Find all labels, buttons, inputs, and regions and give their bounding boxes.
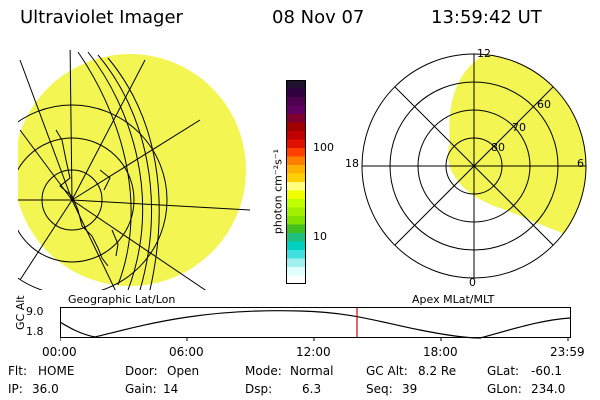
ip-value: 36.0 bbox=[32, 382, 59, 396]
mlt-label-18: 18 bbox=[345, 157, 359, 170]
glon-label: GLon: bbox=[487, 382, 522, 396]
colorbar-cell bbox=[286, 267, 306, 277]
altitude-ytick-9: 9.0 bbox=[26, 305, 44, 318]
flt-value: HOME bbox=[38, 364, 75, 378]
mlt-label-0: 0 bbox=[469, 276, 476, 289]
geographic-image-panel bbox=[18, 50, 251, 290]
colorbar-cell bbox=[286, 190, 306, 200]
colorbar-cell bbox=[286, 97, 306, 107]
right-image-region bbox=[448, 54, 586, 245]
colorbar-cell bbox=[286, 199, 306, 209]
colorbar-cell bbox=[286, 148, 306, 158]
colorbar-cell bbox=[286, 80, 306, 90]
mlt-label-12: 12 bbox=[477, 47, 491, 60]
polar-grid bbox=[361, 53, 587, 279]
gain-label: Gain: bbox=[125, 382, 157, 396]
dsp-value: 6.3 bbox=[302, 382, 322, 396]
mode-label: Mode: bbox=[245, 364, 282, 378]
colorbar-cell bbox=[286, 105, 306, 115]
intensity-colorbar bbox=[286, 80, 306, 284]
left-panel-label: Geographic Lat/Lon bbox=[68, 293, 176, 306]
colorbar-tick-10: 10 bbox=[313, 230, 327, 243]
colorbar-cell bbox=[286, 173, 306, 183]
gain-value: 14 bbox=[163, 382, 179, 396]
colorbar-cell bbox=[286, 224, 306, 234]
colorbar-cell bbox=[286, 131, 306, 141]
colorbar-cell bbox=[286, 250, 306, 260]
glat-value: -60.1 bbox=[531, 364, 563, 378]
observation-time: 13:59:42 UT bbox=[431, 7, 542, 28]
door-value: Open bbox=[167, 364, 200, 378]
colorbar-cell bbox=[286, 182, 306, 192]
time-tick-1800: 18:00 bbox=[423, 345, 458, 359]
right-panel-label: Apex MLat/MLT bbox=[412, 293, 495, 306]
colorbar-cell bbox=[286, 114, 306, 124]
colorbar-cell bbox=[286, 156, 306, 166]
gcalt-value: 8.2 Re bbox=[418, 364, 457, 378]
colorbar-cell bbox=[286, 216, 306, 226]
time-tick-0000: 00:00 bbox=[42, 345, 77, 359]
colorbar-tick-100: 100 bbox=[313, 141, 334, 154]
seq-value: 39 bbox=[402, 382, 418, 396]
colorbar-cell bbox=[286, 207, 306, 217]
time-tick-0600: 06:00 bbox=[169, 345, 204, 359]
colorbar-cell bbox=[286, 275, 306, 284]
left-image-disk bbox=[18, 54, 246, 286]
colorbar-unit-label: photon cm⁻²s⁻¹ bbox=[271, 148, 285, 235]
instrument-title: Ultraviolet Imager bbox=[20, 7, 183, 28]
altitude-curve bbox=[60, 310, 571, 339]
door-label: Door: bbox=[125, 364, 158, 378]
colorbar-cell bbox=[286, 233, 306, 243]
glat-label: GLat: bbox=[487, 364, 520, 378]
colorbar-cell bbox=[286, 122, 306, 132]
glon-value: 234.0 bbox=[531, 382, 566, 396]
colorbar-cell bbox=[286, 139, 306, 149]
colorbar-cell bbox=[286, 88, 306, 98]
time-tick-1200: 12:00 bbox=[296, 345, 331, 359]
dsp-label: Dsp: bbox=[245, 382, 273, 396]
altitude-ytick-1-8: 1.8 bbox=[26, 325, 44, 338]
mlat-label-80: 80 bbox=[491, 141, 505, 154]
mode-value: Normal bbox=[290, 364, 334, 378]
seq-label: Seq: bbox=[366, 382, 393, 396]
colorbar-cell bbox=[286, 241, 306, 251]
flt-label: Flt: bbox=[8, 364, 27, 378]
magnetic-polar-plot bbox=[361, 53, 587, 279]
ip-label: IP: bbox=[8, 382, 23, 396]
mlat-label-60: 60 bbox=[537, 98, 551, 111]
geographic-grid bbox=[18, 50, 251, 290]
mlat-label-70: 70 bbox=[512, 121, 526, 134]
time-tick-2359: 23:59 bbox=[550, 345, 585, 359]
mlt-label-6: 6 bbox=[577, 157, 584, 170]
altitude-strip-plot bbox=[60, 307, 571, 341]
colorbar-cell bbox=[286, 258, 306, 268]
colorbar-cell bbox=[286, 165, 306, 175]
gcalt-label: GC Alt: bbox=[366, 364, 408, 378]
observation-date: 08 Nov 07 bbox=[272, 7, 365, 28]
